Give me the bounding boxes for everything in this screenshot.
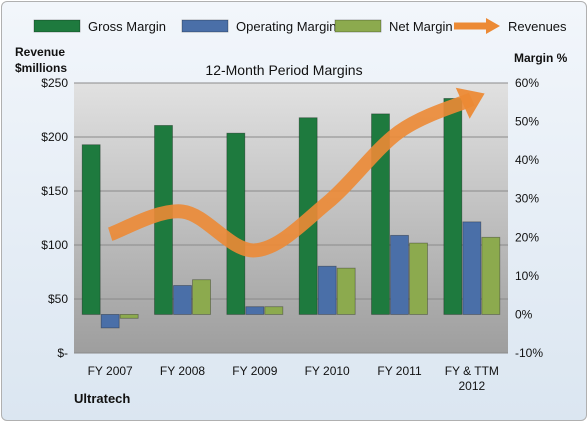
legend-label-revenues: Revenues [508,19,567,34]
legend-arrow-icon [486,18,500,34]
x-tick-label: FY 2011 [377,364,422,378]
left-axis-title-line2: $millions [15,61,67,75]
left-tick-label: $250 [41,76,68,90]
legend-label-gross-margin: Gross Margin [88,19,166,34]
bar-operating-margin [462,221,482,315]
right-tick-label: 40% [515,153,539,167]
right-axis-ticks: -10% 0% 10% 20% 30% 40% 50% 60% [515,76,543,360]
bar-gross-margin [226,132,246,315]
revenue-arrowhead [455,87,485,119]
x-tick-label: FY 2007 [88,364,133,378]
bar-gross-margin [443,98,463,315]
bar-net-margin [192,279,211,315]
bar-net-margin [481,236,501,315]
gridlines [74,82,508,354]
legend-swatch-net-margin [334,19,382,33]
legend-swatch-operating-margin [181,19,229,33]
company-label: Ultratech [74,391,130,406]
right-tick-label: 10% [515,269,539,283]
legend: Gross Margin Operating Margin Net Margin Re… [33,18,567,34]
right-tick-label: 60% [515,76,539,90]
x-axis-ticks: FY 2007 FY 2008 FY 2009 FY 2010 FY 2011 FY & … [88,364,499,393]
bar-operating-margin [317,265,337,315]
bar-gross-margin [81,144,101,315]
bar-gross-margin [371,113,390,315]
left-tick-label: $100 [41,238,68,252]
legend-label-net-margin: Net Margin [389,19,453,34]
right-tick-label: 20% [515,230,539,244]
x-tick-label: FY 2008 [160,364,205,378]
x-tick-label: FY & TTM 2012 [445,364,499,393]
x-tick-label: FY 2010 [305,364,350,378]
bar-net-margin [336,267,356,315]
revenue-line [107,92,475,258]
right-tick-label: 50% [515,115,539,129]
right-tick-label: 0% [515,307,533,321]
left-tick-label: $150 [41,184,68,198]
legend-label-operating-margin: Operating Margin [236,19,336,34]
bar-net-margin [119,314,139,319]
legend-swatch-gross-margin [33,19,81,33]
right-tick-label: -10% [515,346,543,360]
bar-operating-margin [100,314,120,329]
bars-group [81,98,501,329]
bar-operating-margin [173,285,192,315]
x-tick-label: FY 2009 [232,364,277,378]
left-tick-label: $- [57,346,68,360]
left-tick-label: $200 [41,130,68,144]
left-tick-label: $50 [48,292,68,306]
bar-operating-margin [245,306,265,315]
left-axis-title-line1: Revenue [15,45,65,59]
chart-title: 12-Month Period Margins [205,62,362,78]
bar-operating-margin [390,234,409,315]
right-axis-title: Margin % [514,51,568,65]
bar-net-margin [264,306,284,315]
left-axis-ticks: $- $50 $100 $150 $200 $250 [41,76,68,360]
right-tick-label: 30% [515,192,539,206]
bar-net-margin [409,242,428,315]
revenue-line-group [107,87,485,258]
